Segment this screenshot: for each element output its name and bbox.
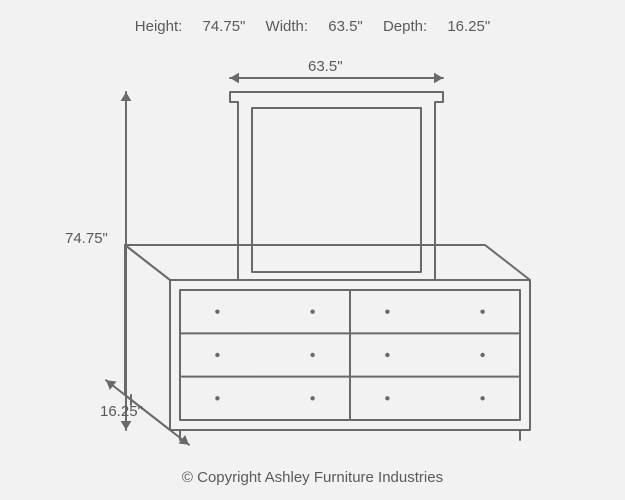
height-dimension-label: 74.75" bbox=[65, 230, 108, 247]
spec-height-value: 74.75" bbox=[203, 18, 246, 35]
depth-dimension-label: 16.25" bbox=[100, 403, 143, 420]
spec-width-value: 63.5" bbox=[328, 18, 363, 35]
spec-depth-value: 16.25" bbox=[447, 18, 490, 35]
furniture-diagram bbox=[0, 50, 625, 460]
spec-width-label: Width: bbox=[266, 18, 309, 35]
spec-depth-label: Depth: bbox=[383, 18, 427, 35]
copyright-text: © Copyright Ashley Furniture Industries bbox=[0, 469, 625, 486]
spec-height-label: Height: bbox=[135, 18, 183, 35]
spec-line: Height: 74.75" Width: 63.5" Depth: 16.25… bbox=[0, 18, 625, 35]
width-dimension-label: 63.5" bbox=[308, 58, 343, 75]
